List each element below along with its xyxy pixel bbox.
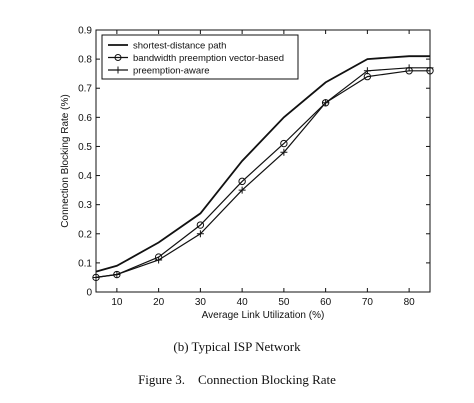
legend-box <box>101 34 299 80</box>
y-axis-label: Connection Blocking Rate (%) <box>60 94 71 227</box>
legend-label-2: bandwidth preemption vector-based <box>133 53 284 64</box>
series-3-point <box>280 148 288 156</box>
subfigure-caption: (b) Typical ISP Network <box>173 339 301 354</box>
y-tick-label: 0.7 <box>78 84 92 95</box>
y-tick-label: 0.4 <box>78 171 92 182</box>
x-axis-label: Average Link Utilization (%) <box>202 310 325 321</box>
series-3-point <box>92 273 100 281</box>
x-tick-label: 10 <box>111 297 123 308</box>
y-tick-label: 0.8 <box>78 55 92 66</box>
x-tick-label: 80 <box>404 297 416 308</box>
legend-marker-2 <box>114 54 122 61</box>
series-3-point <box>113 271 121 279</box>
x-tick-label: 70 <box>362 297 374 308</box>
y-tick-label: 0.3 <box>78 200 92 211</box>
y-tick-label: 0 <box>86 288 92 299</box>
y-tick-label: 0.2 <box>78 229 92 240</box>
y-tick-label: 0.6 <box>78 113 92 124</box>
legend-label-1: shortest-distance path <box>133 40 226 51</box>
y-tick-label: 0.9 <box>78 26 92 37</box>
series-3-point <box>155 256 163 264</box>
y-tick-label: 0.5 <box>78 142 92 153</box>
figure-caption: Figure 3. Connection Blocking Rate <box>138 372 336 387</box>
series-line-2 <box>95 70 430 278</box>
series-2-point <box>196 221 205 229</box>
legend-marker-3 <box>114 66 122 74</box>
x-tick-label: 30 <box>195 297 207 308</box>
x-tick-label: 20 <box>153 297 165 308</box>
series-3-point <box>405 64 413 72</box>
series-3-point <box>238 186 246 194</box>
series-3-point <box>196 230 204 238</box>
series-2-point <box>238 177 246 186</box>
series-3-point <box>426 64 434 72</box>
y-tick-label: 0.1 <box>78 258 92 269</box>
x-tick-label: 60 <box>320 297 332 308</box>
series-line-1 <box>95 55 430 273</box>
series-2-point <box>280 139 288 148</box>
legend-label-3: preemption-aware <box>133 65 210 76</box>
series-3-point <box>322 99 330 107</box>
x-tick-label: 40 <box>237 297 249 308</box>
series-line-3 <box>95 67 430 278</box>
x-tick-label: 50 <box>278 297 290 308</box>
series-3-point <box>363 67 371 75</box>
